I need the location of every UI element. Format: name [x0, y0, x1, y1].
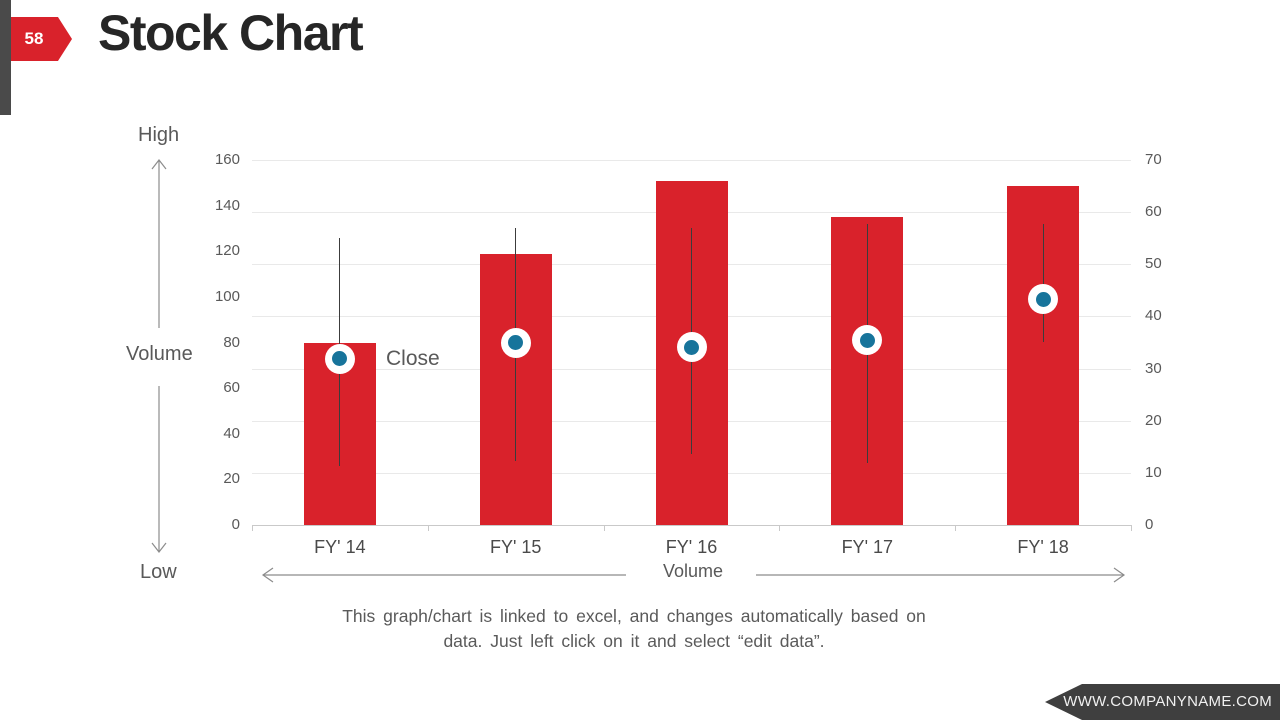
left-axis-tick-label: 0	[231, 516, 240, 533]
gridline	[252, 160, 1131, 161]
close-label: Close	[386, 347, 440, 370]
left-axis-tick-label: 160	[214, 151, 240, 168]
close-marker	[324, 343, 355, 374]
footer-note-line1: This graph/chart is linked to excel, and…	[342, 606, 926, 626]
high-label: High	[138, 124, 180, 146]
close-marker	[1028, 284, 1059, 315]
category-label: FY' 15	[489, 537, 542, 557]
category-label: FY' 14	[314, 537, 366, 557]
left-axis-tick-label: 20	[223, 470, 240, 488]
x-axis-line	[252, 525, 1131, 526]
x-axis-tick	[1131, 525, 1132, 531]
close-marker-dot	[1035, 291, 1051, 307]
page-number: 58	[24, 29, 44, 48]
left-axis-tick-label: 40	[223, 424, 240, 442]
right-axis-tick-label: 0	[1145, 516, 1154, 533]
left-axis-tick-label: 60	[223, 379, 240, 397]
left-axis-tick-label: 100	[214, 287, 240, 305]
x-axis-tick	[252, 525, 253, 531]
right-axis-tick-label: 30	[1145, 359, 1162, 377]
website-url: WWW.COMPANYNAME.COM	[1063, 693, 1272, 710]
close-marker	[676, 332, 707, 363]
page-title: Stock Chart	[98, 5, 364, 61]
close-marker-dot	[508, 335, 524, 350]
footer-note-line2: data. Just left click on it and select “…	[443, 631, 825, 651]
footer-note: This graph/chart is linked to excel, and…	[234, 604, 1034, 654]
right-axis-tick-label: 40	[1145, 307, 1162, 325]
left-axis-tick-label: 140	[214, 196, 240, 214]
x-axis-tick	[603, 525, 605, 531]
close-marker-dot	[859, 332, 875, 348]
left-axis-tick-label: 80	[223, 333, 240, 351]
right-axis-tick-label: 10	[1145, 463, 1162, 481]
website-banner: WWW.COMPANYNAME.COM	[1045, 684, 1280, 720]
right-axis-tick-label: 70	[1145, 151, 1162, 168]
x-axis-tick	[955, 525, 957, 531]
close-marker-dot	[332, 351, 348, 366]
low-label: Low	[140, 561, 177, 583]
volume-left-label: Volume	[126, 343, 193, 365]
page-number-badge: 58	[11, 17, 72, 61]
close-marker	[852, 325, 883, 356]
right-axis-tick-label: 60	[1145, 203, 1162, 221]
x-axis-tick	[427, 525, 429, 531]
category-label: FY' 18	[1017, 537, 1069, 557]
high-low-line	[1042, 223, 1044, 343]
x-axis-tick	[779, 525, 781, 531]
right-axis-tick-label: 20	[1145, 411, 1162, 429]
close-marker	[500, 327, 531, 358]
left-axis-tick-label: 120	[214, 242, 240, 260]
close-marker-dot	[684, 339, 699, 355]
right-axis-tick-label: 50	[1145, 255, 1162, 273]
volume-bottom-label: Volume	[662, 561, 724, 581]
category-label: FY' 16	[665, 537, 718, 557]
category-label: FY' 17	[841, 537, 894, 557]
left-edge-strip	[0, 0, 11, 115]
